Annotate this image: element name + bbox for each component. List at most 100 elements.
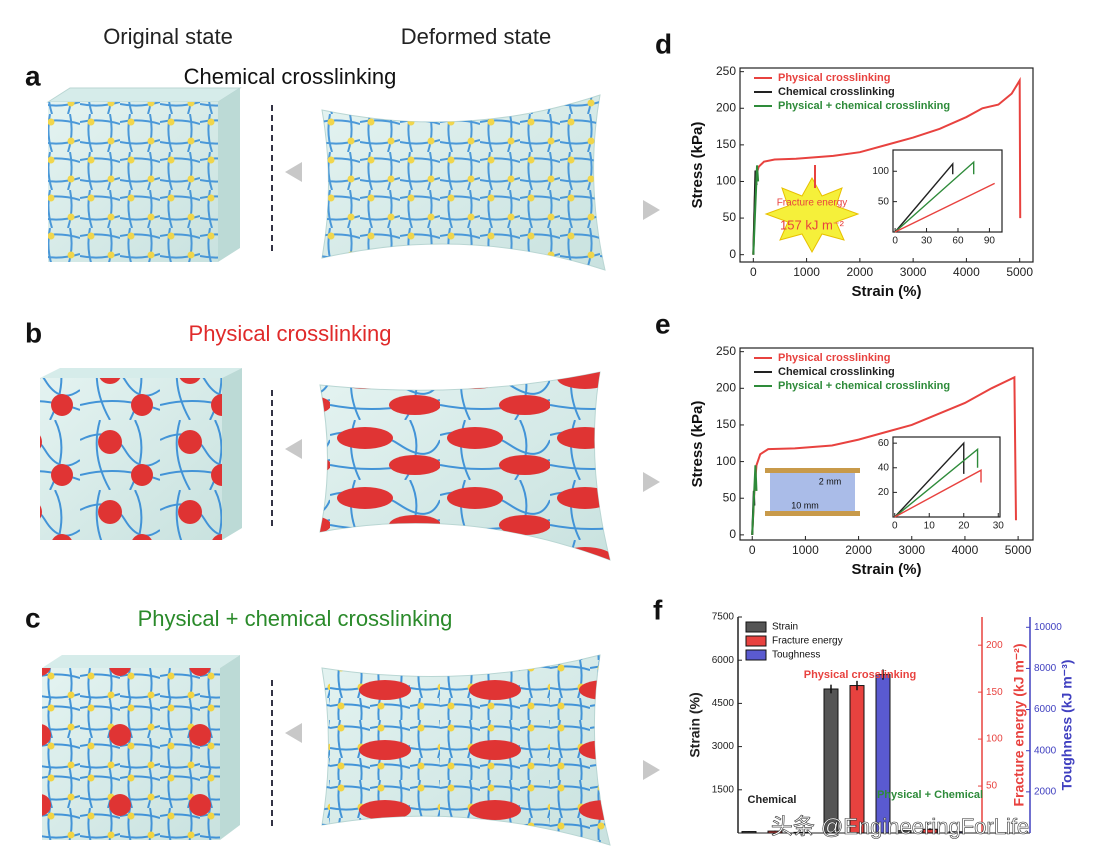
x-tick-label: 30 — [921, 236, 933, 247]
x-tick-label: 4000 — [952, 543, 979, 557]
x-tick-label: 10 — [924, 521, 936, 532]
x-tick-label: 5000 — [1005, 543, 1032, 557]
legend-label: Fracture energy — [772, 636, 843, 647]
x-axis-label: Strain (%) — [851, 561, 921, 578]
column-header: Deformed state — [401, 24, 551, 49]
y3-tick-label: 10000 — [1034, 622, 1062, 633]
y2-tick-label: 200 — [986, 640, 1003, 651]
y-tick-label: 20 — [878, 487, 890, 498]
panel-letter: f — [653, 594, 663, 625]
x-tick-label: 3000 — [900, 265, 927, 279]
y3-tick-label: 2000 — [1034, 786, 1057, 797]
annotation: 2 mm — [819, 476, 842, 486]
category-label: Chemical — [748, 794, 797, 806]
y-tick-label: 100 — [872, 166, 889, 177]
series-line — [894, 160, 975, 233]
annotation: 10 mm — [791, 500, 819, 510]
burst — [764, 176, 860, 254]
y3-tick-label: 4000 — [1034, 745, 1057, 756]
watermark: 头条 @EngineeringForLife — [771, 814, 1029, 839]
plot-frame — [739, 67, 1034, 263]
panel-letter: b — [25, 317, 42, 348]
arrows — [285, 162, 660, 780]
x-tick-label: 5000 — [1006, 265, 1033, 279]
series-line — [752, 165, 760, 255]
y-tick-label: 200 — [716, 380, 736, 394]
series-line — [894, 469, 982, 518]
illustrations — [40, 87, 660, 846]
legend-label: Toughness — [772, 650, 820, 661]
sample-sketch — [770, 472, 855, 512]
y-tick-label: 150 — [716, 417, 736, 431]
series-line — [894, 182, 995, 233]
legend-label: Chemical crosslinking — [778, 366, 895, 378]
panel-title: Chemical crosslinking — [184, 64, 397, 89]
x-tick-label: 90 — [984, 236, 996, 247]
x-tick-label: 1000 — [793, 265, 820, 279]
y3-axis-label: Toughness (kJ m⁻³) — [1059, 660, 1075, 791]
legend-label: Physical crosslinking — [778, 352, 891, 364]
legend-label: Physical crosslinking — [778, 72, 891, 84]
y-tick-label: 250 — [716, 64, 736, 78]
y-tick-label: 250 — [716, 344, 736, 358]
y-tick-label: 0 — [729, 527, 736, 541]
x-tick-label: 0 — [749, 543, 756, 557]
x-tick-label: 2000 — [847, 265, 874, 279]
panel-letter: d — [655, 28, 672, 59]
x-tick-label: 30 — [993, 521, 1005, 532]
bar — [823, 688, 839, 834]
panel-letter: c — [25, 602, 41, 633]
y-tick-label: 150 — [716, 137, 736, 151]
clamp — [765, 468, 860, 473]
y-tick-label: 100 — [716, 174, 736, 188]
x-tick-label: 20 — [958, 521, 970, 532]
x-tick-label: 0 — [892, 521, 898, 532]
y-tick-label: 200 — [716, 100, 736, 114]
annotation: 157 kJ m⁻² — [780, 217, 845, 232]
y-tick-label: 50 — [723, 490, 737, 504]
bar — [875, 674, 891, 834]
series-line — [894, 447, 979, 518]
legend-label: Chemical crosslinking — [778, 86, 895, 98]
x-tick-label: 3000 — [898, 543, 925, 557]
panel-letter: a — [25, 60, 41, 91]
y2-tick-label: 100 — [986, 734, 1003, 745]
y3-tick-label: 6000 — [1034, 704, 1057, 715]
y-tick-label: 6000 — [712, 655, 735, 666]
x-tick-label: 0 — [892, 236, 898, 247]
legend-swatch — [745, 621, 767, 633]
series-line — [751, 465, 758, 535]
legend-swatch — [745, 649, 767, 661]
legend-swatch — [745, 635, 767, 647]
y-tick-label: 50 — [723, 210, 737, 224]
y-axis-label: Stress (kPa) — [689, 401, 706, 488]
series-line — [894, 441, 965, 518]
y2-tick-label: 50 — [986, 781, 998, 792]
x-tick-label: 1000 — [792, 543, 819, 557]
series-line — [752, 76, 1022, 255]
y3-tick-label: 8000 — [1034, 663, 1057, 674]
y2-axis-label: Fracture energy (kJ m⁻²) — [1011, 644, 1027, 807]
annotation: Fracture energy — [777, 198, 848, 209]
bar — [849, 685, 865, 834]
y-tick-label: 1500 — [712, 784, 735, 795]
series-line — [894, 162, 954, 233]
panel-title: Physical crosslinking — [189, 321, 392, 346]
row-c — [42, 654, 611, 846]
y2-tick-label: 150 — [986, 687, 1003, 698]
clamp — [765, 511, 860, 516]
x-tick-label: 60 — [952, 236, 964, 247]
y-tick-label: 4500 — [712, 698, 735, 709]
legend-label: Physical + chemical crosslinking — [778, 100, 950, 112]
y-tick-label: 40 — [878, 462, 890, 473]
series-line — [751, 375, 1017, 535]
row-b — [40, 368, 611, 561]
y-tick-label: 3000 — [712, 741, 735, 752]
row-a — [46, 87, 606, 271]
y-axis-label: Strain (%) — [687, 692, 703, 757]
panel-title: Physical + chemical crosslinking — [138, 606, 453, 631]
y-axis-label: Stress (kPa) — [689, 122, 706, 209]
x-tick-label: 2000 — [845, 543, 872, 557]
panel-letter: e — [655, 308, 671, 339]
